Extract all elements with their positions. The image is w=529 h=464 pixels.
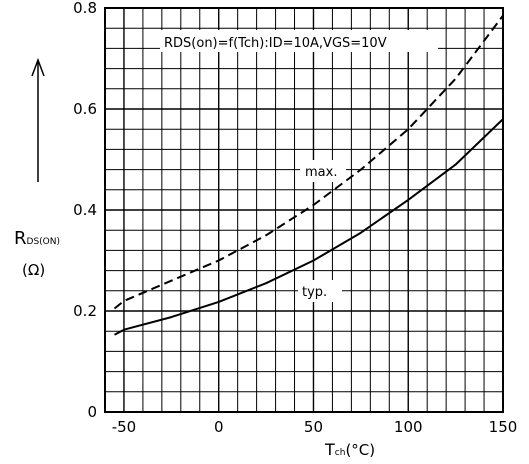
series-line-max [113,14,504,310]
y-tick-label: 0.2 [73,302,97,320]
x-tick-label: 50 [304,418,323,436]
y-axis-label: RDS(ON) [14,228,60,249]
x-axis-label: Tch(°C) [324,440,375,459]
series-line-typ [114,118,504,336]
y-axis-unit: (Ω) [22,261,45,279]
x-axis-label-sub: ch [335,448,346,458]
x-tick-label: 100 [394,418,423,436]
x-axis-label-main: T [324,440,335,459]
y-tick-label: 0 [87,403,97,421]
series-label-background-max [300,160,346,182]
y-tick-label: 0.8 [73,0,97,17]
x-axis-unit: (°C) [345,441,375,459]
x-tick-label: -50 [112,418,137,436]
series-lines [113,14,504,336]
y-axis-label-main: R [14,228,27,249]
x-tick-label: 150 [489,418,518,436]
y-tick-labels: 0 0.2 0.4 0.6 0.8 [73,0,97,421]
series-label-max: max. [305,165,337,180]
annotation-background [160,30,438,52]
y-axis-arrow-head [31,57,45,77]
x-tick-labels: -50 0 50 100 150 [112,418,518,436]
series-label-typ: typ. [302,285,327,300]
series-label-background-typ [298,280,342,302]
plot-frame [104,7,504,413]
y-tick-label: 0.6 [73,100,97,118]
x-tick-label: 0 [214,418,224,436]
y-axis-label-sub: DS(ON) [27,237,60,247]
y-tick-label: 0.4 [73,201,97,219]
chart-annotation: RDS(on)=f(Tch):ID=10A,VGS=10V [164,36,387,51]
